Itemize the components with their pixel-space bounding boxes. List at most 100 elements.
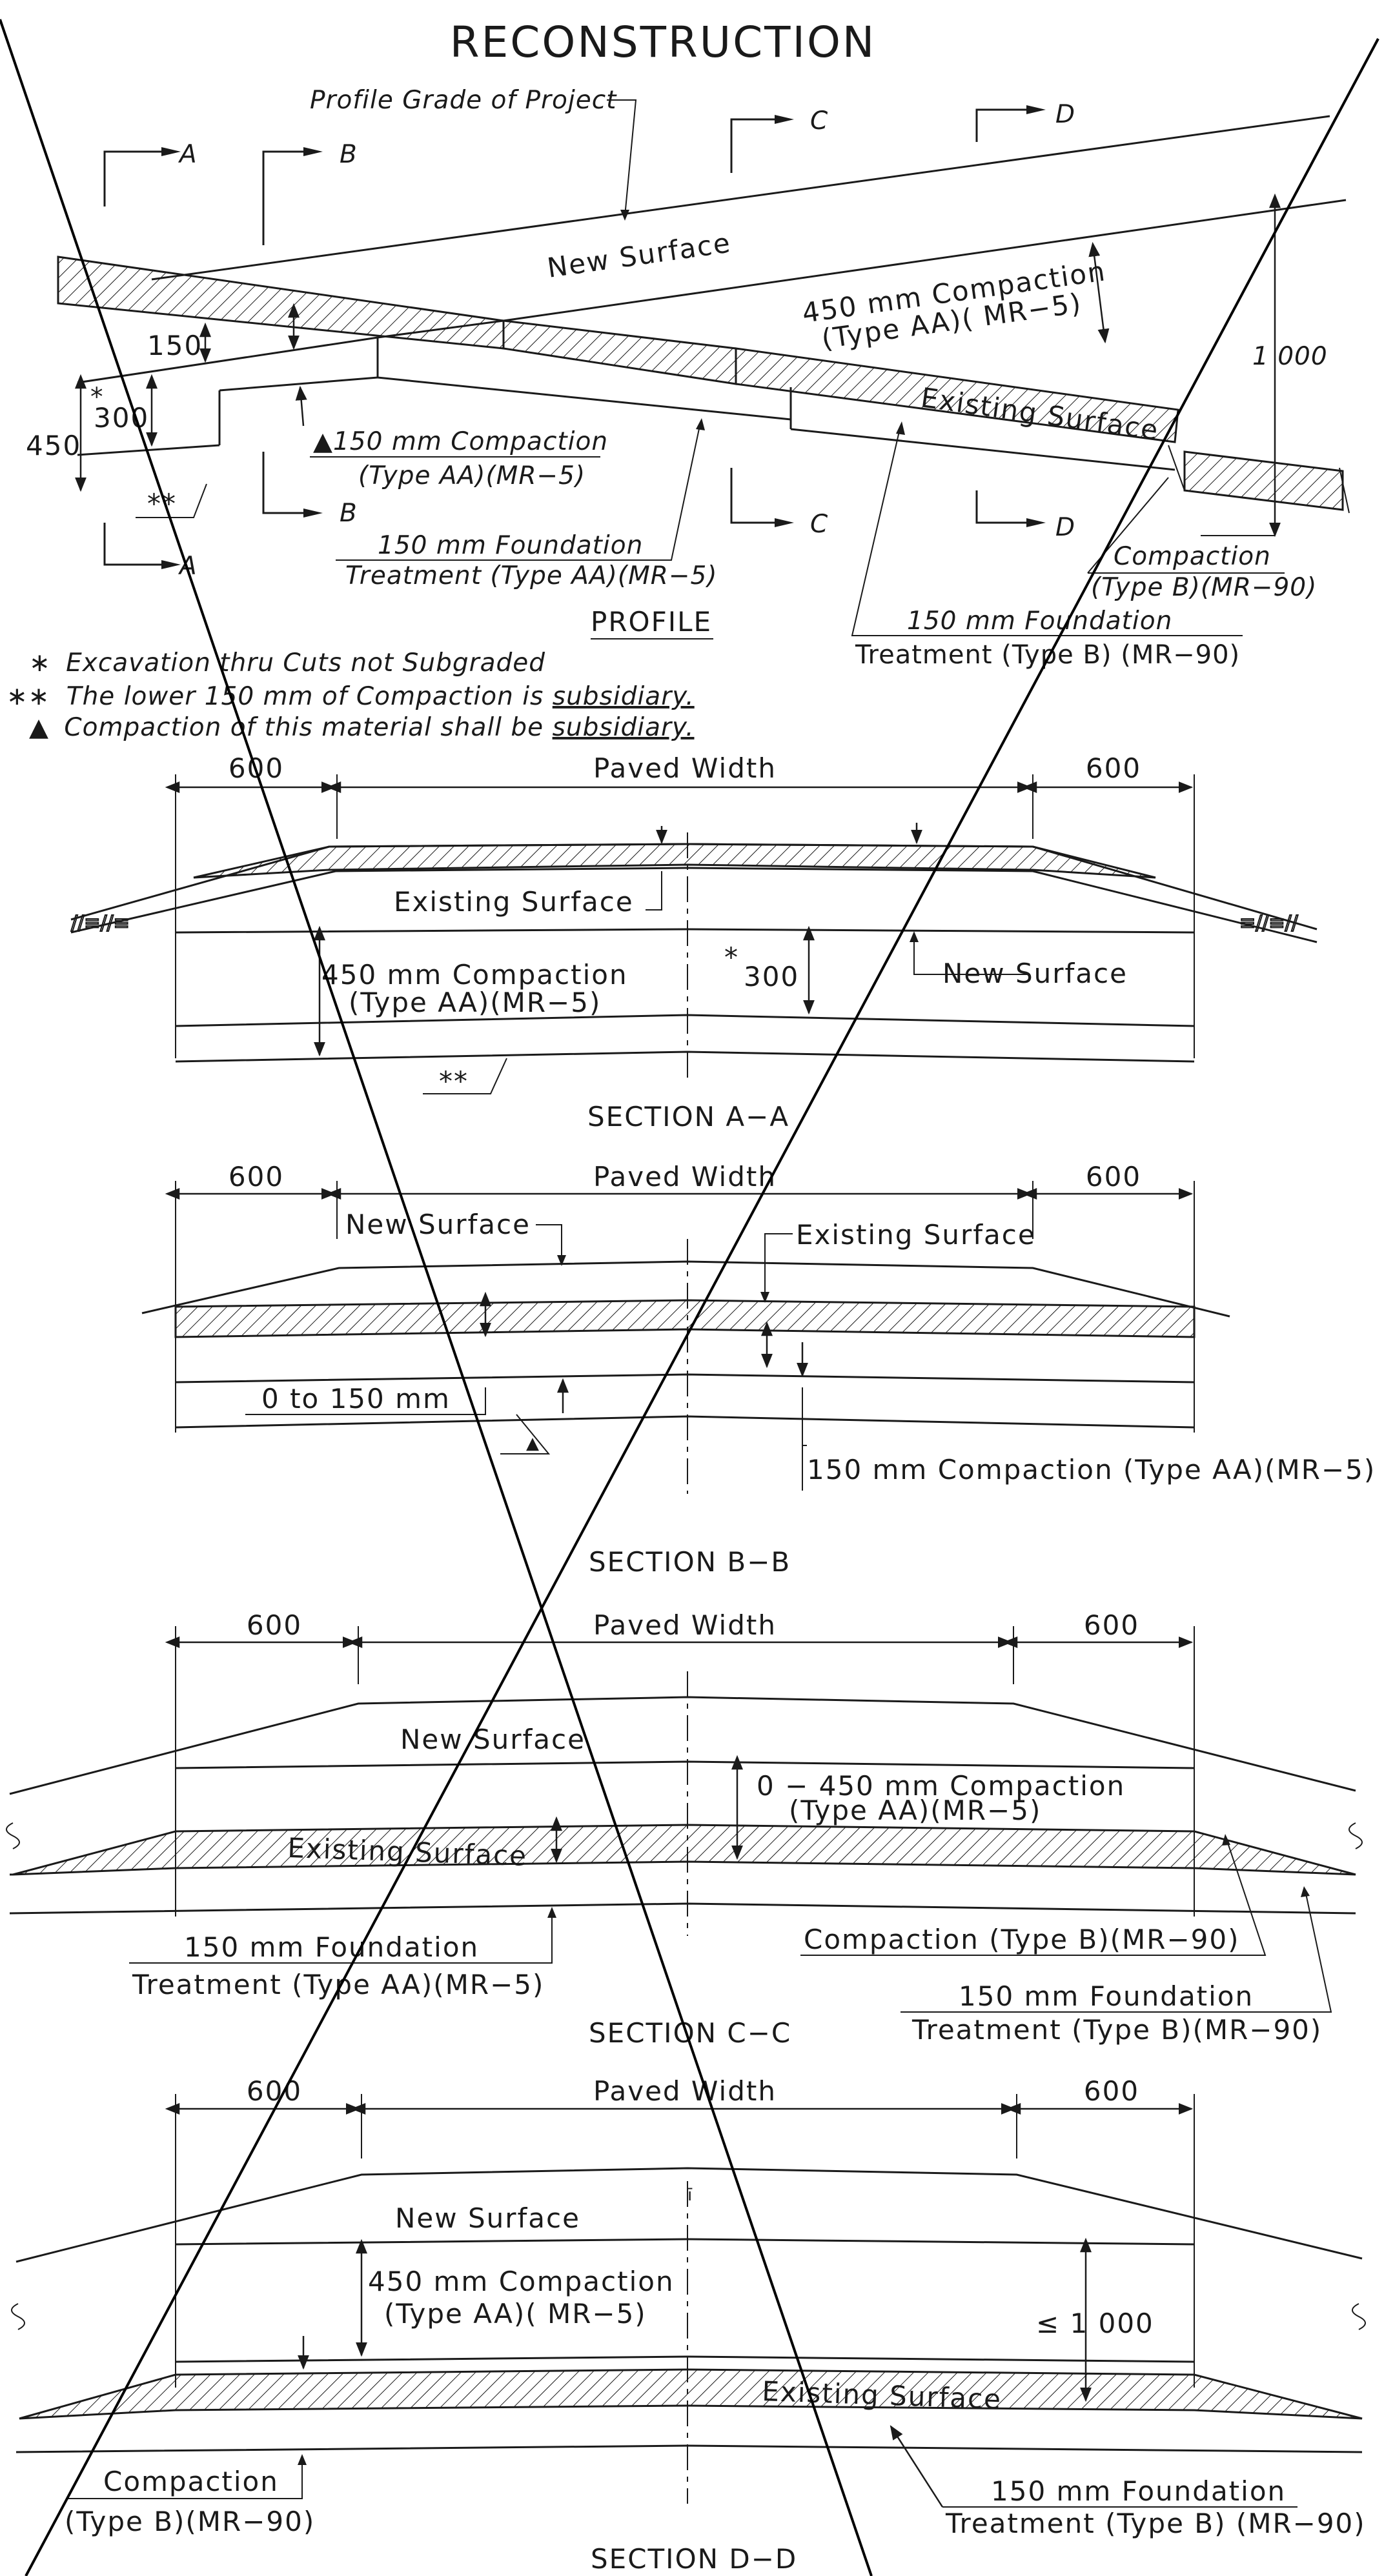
cut-marker-a-bottom: A	[103, 523, 197, 581]
cc-compaction-top	[175, 1760, 1195, 1769]
cc-foundation-b-label: 150 mm Foundation	[959, 1980, 1254, 2012]
cc-compaction-label: 0 − 450 mm Compaction	[757, 1770, 1125, 1802]
aa-new-surface-top	[175, 928, 1195, 934]
dim-150-label: 150	[147, 330, 203, 361]
notes-block: ∗ Excavation thru Cuts not Subgraded ∗∗ …	[6, 649, 695, 742]
aa-double-star: **	[439, 1065, 469, 1097]
note-2-emph: subsidiary.	[553, 682, 695, 711]
break-line-2	[1339, 467, 1350, 514]
existing-surface-hatch-end	[1183, 450, 1344, 511]
note-3-symbol: ▲	[29, 713, 49, 742]
bb-paved-width-label: Paved Width	[593, 1161, 777, 1192]
aa-ground-right: ≡//≡//	[1239, 912, 1299, 934]
cut-label-b: B	[340, 140, 358, 169]
dim-450-label: 450	[26, 430, 81, 461]
cc-foundation-line	[9, 1902, 1356, 1915]
profile-compaction-150-type: (Type AA)(MR−5)	[358, 461, 585, 490]
cc-compaction-type: (Type AA)(MR−5)	[789, 1795, 1041, 1826]
profile-new-surface-label: New Surface	[545, 226, 733, 283]
aa-compaction-bottom	[175, 1014, 1195, 1027]
cut-label-b-bottom: B	[340, 499, 358, 528]
bb-existing-hatch	[174, 1299, 1196, 1338]
section-aa: 600 Paved Width 600 //≡//≡ ≡//≡// Existi…	[70, 752, 1318, 1132]
section-aa-heading: SECTION A−A	[587, 1101, 789, 1132]
dd-existing-hatch	[19, 2368, 1363, 2420]
dd-compaction-top	[175, 2238, 1195, 2246]
cc-compaction-b-leader	[800, 1838, 1267, 1956]
note-2-text: The lower 150 mm of Compaction is	[66, 682, 553, 711]
bb-lower-line	[175, 1415, 1195, 1429]
profile-grade-leader	[607, 99, 637, 217]
aa-compaction-label: 450 mm Compaction	[321, 959, 628, 991]
aa-existing-leader	[646, 871, 662, 911]
foundation-b-line	[790, 428, 1175, 471]
compaction-top-line	[503, 199, 1347, 322]
foundation-top-line	[377, 376, 791, 421]
aa-new-surface-label: New Surface	[942, 958, 1128, 989]
cc-foundation-aa-label: 150 mm Foundation	[184, 1931, 479, 1963]
dd-compaction-b-type: (Type B)(MR−90)	[65, 2506, 315, 2537]
cc-dim-right-label: 600	[1084, 1609, 1139, 1641]
aa-star: *	[724, 941, 739, 973]
cut-marker-a-top: A	[103, 140, 198, 206]
note-1: ∗ Excavation thru Cuts not Subgraded	[29, 649, 545, 678]
cc-foundation-aa-type: Treatment (Type AA)(MR−5)	[132, 1969, 544, 2000]
bb-existing-leader	[764, 1233, 793, 1298]
cc-existing-hatch	[12, 1824, 1356, 1876]
cut-label-c-bottom: C	[810, 510, 828, 539]
bb-range-leader	[245, 1387, 486, 1415]
aa-dim-right-label: 600	[1086, 752, 1141, 784]
aa-existing-surface-label: Existing Surface	[394, 886, 634, 918]
dd-foundation-b-type: Treatment (Type B) (MR−90)	[945, 2508, 1366, 2539]
profile-grade-label: Profile Grade of Project	[310, 86, 617, 115]
aa-compaction-type: (Type AA)(MR−5)	[349, 987, 601, 1018]
cut-label-a: A	[178, 140, 198, 169]
cc-new-surface-label: New Surface	[400, 1724, 585, 1755]
cc-break-right	[1348, 1822, 1363, 1849]
dd-foundation-line	[15, 2444, 1363, 2453]
cut-label-d: D	[1055, 100, 1075, 129]
bb-compaction-line	[175, 1373, 1195, 1384]
aa-lower-line	[175, 1051, 1195, 1063]
bb-compaction-label: 150 mm Compaction (Type AA)(MR−5)	[807, 1454, 1376, 1485]
aa-existing-hatch	[193, 843, 1156, 879]
cut-marker-c-top: C	[730, 106, 828, 173]
star-marker: *	[90, 383, 104, 412]
dd-new-surface-label: New Surface	[395, 2202, 580, 2234]
note-1-symbol: ∗	[29, 649, 51, 678]
note-3-text: Compaction of this material shall be	[64, 713, 552, 742]
profile-foundation-aa-label: 150 mm Foundation	[378, 531, 643, 560]
bb-range-label: 0 to 150 mm	[261, 1383, 451, 1414]
dd-compaction-bottom	[175, 2355, 1195, 2363]
section-dd-heading: SECTION D−D	[591, 2543, 797, 2575]
profile-view: A B C D A B C	[26, 86, 1350, 670]
dd-paved-width-label: Paved Width	[593, 2075, 777, 2107]
foundation-b-leader	[851, 425, 1243, 636]
note-1-text: Excavation thru Cuts not Subgraded	[66, 649, 545, 678]
note-2: ∗∗ The lower 150 mm of Compaction is sub…	[6, 682, 695, 711]
compaction-bottom-left	[77, 444, 220, 456]
compaction-150-top	[219, 376, 378, 392]
cut-marker-d-bottom: D	[975, 490, 1075, 542]
existing-surface-hatch-right	[735, 347, 1179, 443]
cut-label-c: C	[810, 106, 828, 136]
section-bb-heading: SECTION B−B	[589, 1546, 791, 1578]
aa-new-surface-leader	[913, 936, 1030, 975]
foundation-aa-leader	[336, 422, 701, 561]
dim-450-arrow	[1088, 241, 1110, 344]
cut-marker-d-top: D	[975, 100, 1075, 142]
note-3: ▲ Compaction of this material shall be s…	[29, 713, 695, 742]
dd-compaction-label: 450 mm Compaction	[368, 2266, 675, 2297]
bb-new-surface-leader	[536, 1224, 562, 1262]
profile-compaction-150-label: ▲150 mm Compaction	[313, 427, 608, 456]
cc-break-left	[6, 1822, 20, 1849]
dd-foundation-b-leader	[890, 2425, 944, 2508]
cc-foundation-aa-leader	[129, 1911, 553, 1964]
profile-compaction-b-label: Compaction	[1114, 542, 1271, 571]
existing-surface-hatch-left	[57, 256, 505, 350]
existing-surface-hatch-mid	[502, 319, 737, 385]
dd-foundation-b-label: 150 mm Foundation	[991, 2475, 1286, 2507]
aa-paved-width-label: Paved Width	[593, 752, 777, 784]
dd-break-right	[1352, 2303, 1366, 2330]
